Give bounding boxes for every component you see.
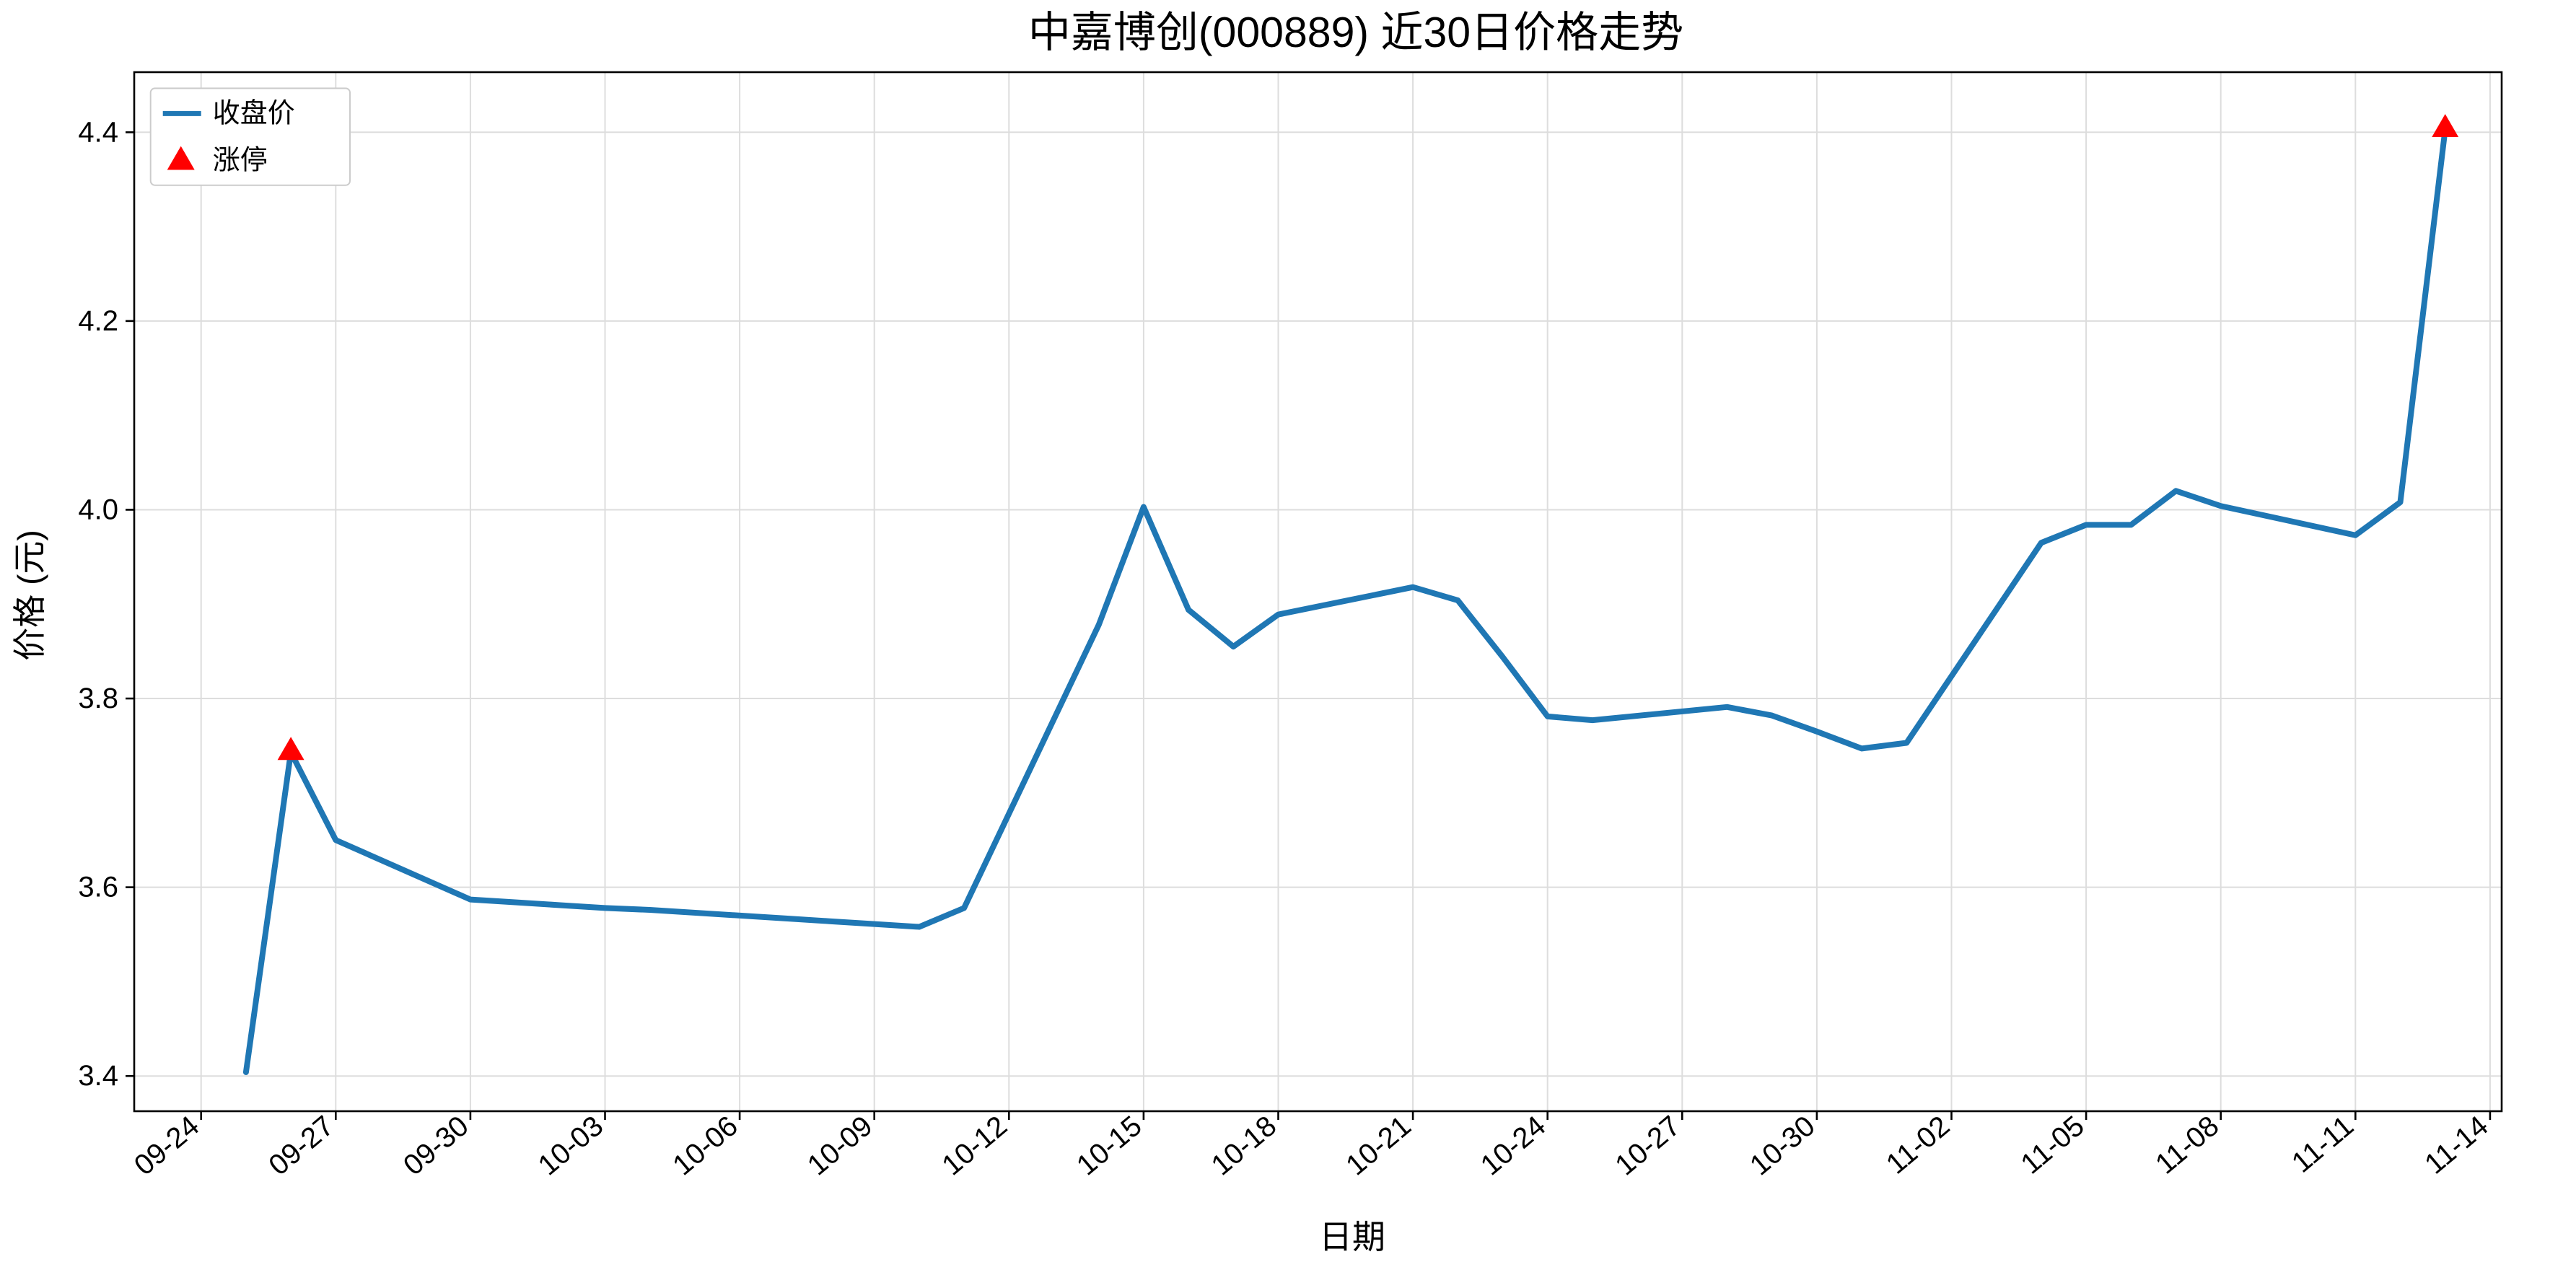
svg-text:4.2: 4.2 [78,305,118,337]
svg-text:中嘉博创(000889) 近30日价格走势: 中嘉博创(000889) 近30日价格走势 [1028,9,1683,56]
svg-text:3.6: 3.6 [78,872,118,903]
svg-text:4.0: 4.0 [78,494,118,525]
svg-text:收盘价: 收盘价 [213,98,295,128]
svg-text:日期: 日期 [1319,1218,1385,1256]
svg-text:3.4: 3.4 [78,1060,118,1092]
svg-text:4.4: 4.4 [78,116,118,148]
svg-text:3.8: 3.8 [78,683,118,714]
svg-text:涨停: 涨停 [213,145,268,175]
svg-text:价格 (元): 价格 (元) [11,530,48,660]
